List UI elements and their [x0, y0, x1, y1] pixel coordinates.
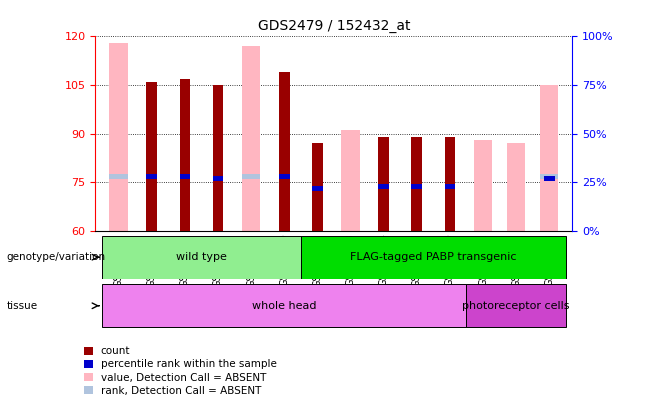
Bar	[147, 82, 157, 231]
Bar	[411, 137, 422, 231]
Bar	[312, 143, 322, 231]
Bar	[445, 137, 455, 231]
Text: wild type: wild type	[176, 252, 227, 262]
Bar	[312, 185, 322, 190]
Bar	[180, 79, 190, 231]
Bar	[242, 174, 260, 179]
Text: photoreceptor cells: photoreceptor cells	[463, 301, 570, 311]
Bar	[378, 137, 389, 231]
Bar	[540, 85, 559, 231]
Text: FLAG-tagged PABP transgenic: FLAG-tagged PABP transgenic	[350, 252, 517, 262]
Bar	[540, 174, 559, 179]
Bar	[213, 176, 223, 181]
Bar	[102, 236, 301, 279]
Bar	[378, 184, 389, 189]
Bar	[411, 184, 422, 189]
Bar	[301, 236, 566, 279]
Bar	[180, 174, 190, 179]
Bar	[445, 184, 455, 189]
Bar	[109, 43, 128, 231]
Legend: count, percentile rank within the sample, value, Detection Call = ABSENT, rank, : count, percentile rank within the sample…	[84, 346, 277, 396]
Bar	[467, 284, 566, 327]
Bar	[507, 143, 525, 231]
Bar	[279, 174, 290, 179]
Text: whole head: whole head	[252, 301, 316, 311]
Text: tissue: tissue	[7, 301, 38, 311]
Bar	[474, 140, 492, 231]
Bar	[102, 284, 467, 327]
Bar	[147, 174, 157, 179]
Bar	[242, 46, 260, 231]
Bar	[342, 130, 360, 231]
Bar	[544, 176, 555, 181]
Bar	[213, 85, 223, 231]
Title: GDS2479 / 152432_at: GDS2479 / 152432_at	[258, 19, 410, 33]
Text: genotype/variation: genotype/variation	[7, 252, 106, 262]
Bar	[279, 72, 290, 231]
Bar	[109, 174, 128, 179]
